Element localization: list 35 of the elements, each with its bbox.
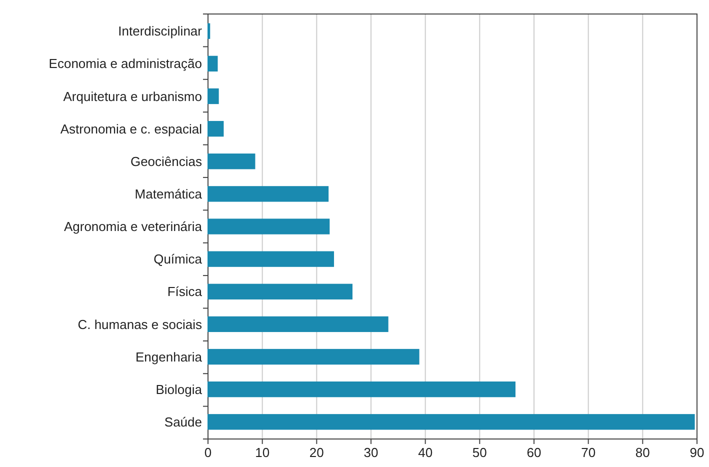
y-tick-label: Interdisciplinar xyxy=(118,24,203,39)
x-tick-label: 40 xyxy=(418,445,433,460)
bar xyxy=(208,251,334,267)
x-tick-label: 50 xyxy=(472,445,487,460)
y-tick-label: Astronomia e c. espacial xyxy=(60,121,202,136)
bar xyxy=(208,120,224,137)
bar xyxy=(208,88,219,104)
y-tick-label: Arquitetura e urbanismo xyxy=(63,88,202,104)
bar xyxy=(208,154,256,170)
y-tick-label: Química xyxy=(154,252,203,267)
x-tick-label: 80 xyxy=(635,445,650,460)
y-tick-label: Geociências xyxy=(130,154,202,169)
x-tick-label: 60 xyxy=(526,445,542,460)
y-tick-label: Economia e administração xyxy=(48,56,202,72)
x-tick-label: 90 xyxy=(690,445,704,460)
bar xyxy=(208,382,516,398)
y-tick-label: Física xyxy=(167,284,203,300)
bar xyxy=(208,316,388,332)
y-tick-label: Saúde xyxy=(164,414,202,430)
y-tick-label: Matemática xyxy=(134,186,203,202)
y-tick-label: Biologia xyxy=(156,382,203,397)
bar xyxy=(208,186,329,202)
x-tick-label: 30 xyxy=(364,445,378,460)
bar xyxy=(208,56,218,72)
y-tick-label: Engenharia xyxy=(136,349,203,364)
y-tick-label: Agronomia e veterinária xyxy=(64,219,203,234)
bar xyxy=(208,284,352,300)
bar xyxy=(208,348,420,365)
bar xyxy=(208,218,330,234)
y-tick-label: C. humanas e sociais xyxy=(78,316,202,332)
bar xyxy=(208,414,695,430)
x-tick-label: 10 xyxy=(255,445,270,460)
x-tick-label: 0 xyxy=(204,445,212,460)
x-tick-label: 20 xyxy=(309,445,324,460)
x-tick-label: 70 xyxy=(581,445,596,460)
